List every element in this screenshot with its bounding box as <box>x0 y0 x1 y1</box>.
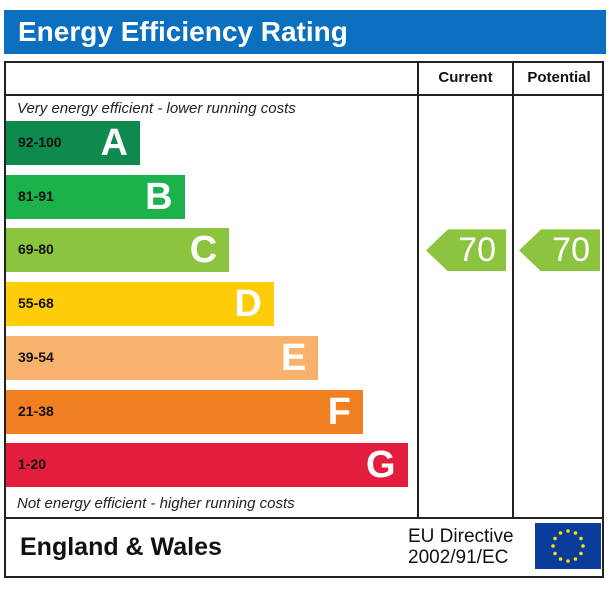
flag-star <box>573 531 578 535</box>
flag-star <box>579 536 583 541</box>
band-c: 69-80 C <box>6 228 230 273</box>
flag-star <box>553 551 557 556</box>
band-a: 92-100 A <box>6 121 140 165</box>
eu-directive: EU Directive 2002/91/EC <box>408 526 514 568</box>
band-letter-label: D <box>234 283 262 326</box>
flag-star <box>573 557 578 561</box>
flag-star <box>579 551 583 556</box>
band-range-label: 81-91 <box>18 187 54 204</box>
flag-star <box>566 529 570 533</box>
flag-star <box>566 559 570 563</box>
band-letter-label: B <box>145 175 173 218</box>
band-b: 81-91 B <box>6 174 185 219</box>
band-letter-label: C <box>189 229 218 272</box>
band-letter-label: E <box>281 336 307 379</box>
flag-star <box>581 544 585 548</box>
efficient-note: Very energy efficient - lower running co… <box>17 100 296 117</box>
column-divider-current <box>417 61 419 519</box>
eu-flag-icon <box>535 523 601 569</box>
band-range-label: 55-68 <box>18 295 54 312</box>
column-header-current: Current <box>438 69 493 86</box>
band-f: 21-38 F <box>6 389 363 434</box>
flag-star <box>553 536 557 541</box>
band-range-label: 39-54 <box>18 348 54 365</box>
directive-line-1: EU Directive <box>408 526 514 547</box>
potential-rating-value: 70 <box>552 231 590 270</box>
band-range-label: 21-38 <box>18 402 54 419</box>
header-divider <box>4 94 604 96</box>
band-range-label: 69-80 <box>18 241 54 258</box>
band-letter-label: A <box>100 122 128 164</box>
directive-line-2: 2002/91/EC <box>408 547 509 568</box>
column-header-potential: Potential <box>527 69 591 86</box>
band-g: 1-20 G <box>6 443 408 488</box>
band-letter-label: F <box>327 390 351 433</box>
chart-title: Energy Efficiency Rating <box>18 16 348 47</box>
flag-star <box>558 557 563 561</box>
footer-divider <box>4 517 604 519</box>
region-label: England & Wales <box>20 533 222 561</box>
band-letter-label: G <box>366 444 396 487</box>
column-divider-potential <box>512 61 514 519</box>
band-e: 39-54 E <box>6 335 319 380</box>
band-range-label: 92-100 <box>18 134 62 150</box>
current-rating-value: 70 <box>458 231 496 270</box>
inefficient-note: Not energy efficient - higher running co… <box>17 495 295 512</box>
flag-star <box>551 544 555 548</box>
band-d: 55-68 D <box>6 282 274 327</box>
flag-star <box>558 531 563 535</box>
band-range-label: 1-20 <box>18 456 47 473</box>
title-bar: Energy Efficiency Rating <box>4 10 606 54</box>
